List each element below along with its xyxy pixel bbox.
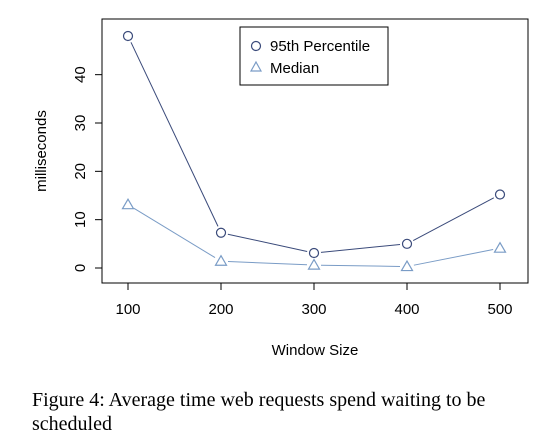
x-tick-label: 300 (301, 301, 326, 318)
y-tick-label: 0 (72, 264, 89, 272)
95th-percentile-line-segment (227, 233, 308, 253)
x-tick-label: 200 (208, 301, 233, 318)
95th-percentile-point (401, 238, 413, 249)
series-layer (121, 30, 507, 272)
y-tick-label: 40 (72, 66, 89, 83)
legend-triangle-marker (249, 60, 263, 72)
legend-circle-marker (250, 40, 262, 52)
y-tick-label: 20 (72, 163, 89, 180)
x-tick-label: 100 (115, 301, 140, 318)
95th-percentile-point (215, 227, 227, 238)
figure-caption: Figure 4: Average time web requests spen… (32, 389, 486, 435)
95th-percentile-line-segment (412, 197, 495, 241)
median-line-segment (227, 261, 308, 266)
x-axis-title: Window Size (272, 342, 359, 359)
median-point (400, 259, 414, 272)
y-tick-label: 30 (72, 115, 89, 132)
y-axis-title: milliseconds (33, 110, 50, 192)
x-tick-label: 500 (487, 301, 512, 318)
95th-percentile-point (122, 30, 134, 42)
95th-percentile-point (494, 189, 506, 200)
plot-area-frame (101, 18, 529, 284)
95th-percentile-line-segment (320, 244, 401, 253)
legend-box (239, 26, 389, 86)
x-tick-label: 400 (394, 301, 419, 318)
median-point (307, 258, 321, 270)
y-tick-label: 10 (72, 211, 89, 228)
median-line-segment (320, 264, 401, 267)
line-chart: 100 200 300 400 500 0 10 20 30 40 Window Size mi… (33, 18, 529, 359)
x-axis: 100 200 300 400 500 (115, 283, 513, 318)
legend: 95th Percentile Median (239, 26, 389, 86)
median-line-segment (413, 249, 494, 266)
y-axis: 0 10 20 30 40 (72, 66, 102, 272)
legend-label-median: Median (270, 60, 319, 77)
median-point (214, 254, 228, 266)
median-line-segment (133, 207, 216, 259)
95th-percentile-line-segment (130, 42, 219, 227)
median-point (121, 197, 135, 210)
95th-percentile-point (308, 247, 320, 259)
legend-label-95th-percentile: 95th Percentile (270, 38, 370, 55)
median-point (493, 241, 507, 253)
